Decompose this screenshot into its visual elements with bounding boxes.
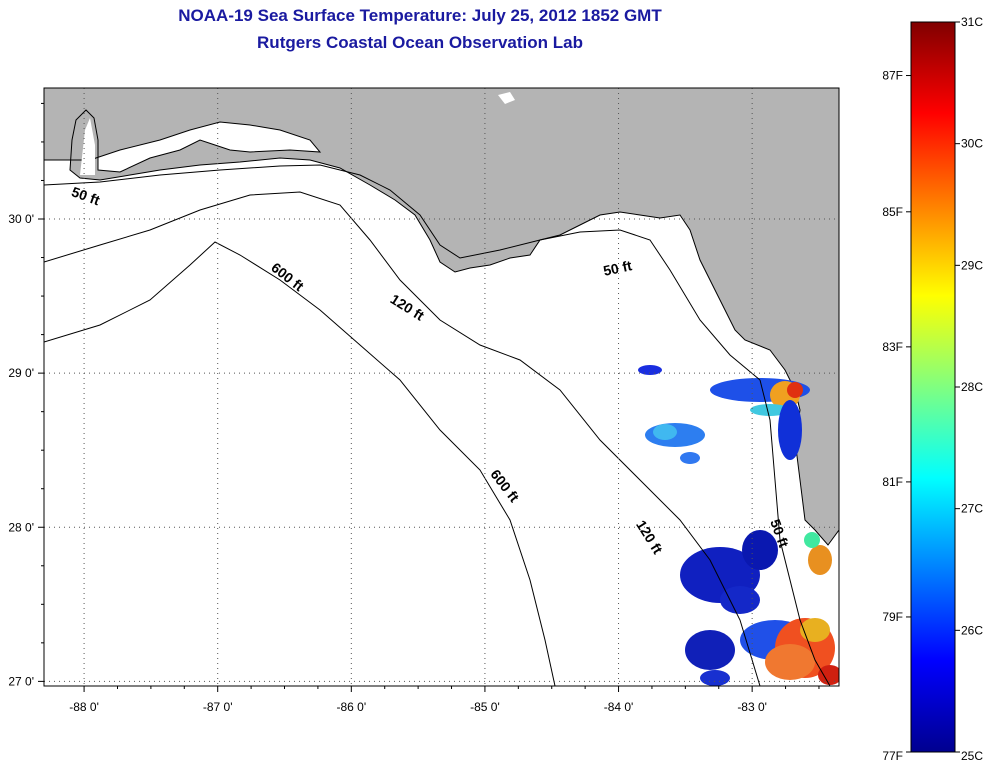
colorbar-fahrenheit-label: 85F — [882, 205, 903, 219]
contour-50ft-west — [44, 164, 761, 381]
colorbar — [910, 21, 956, 753]
contour-120ft — [44, 191, 761, 686]
colorbar-fahrenheit-label: 79F — [882, 610, 903, 624]
x-tick-label: -83 0' — [737, 700, 767, 714]
lake — [498, 92, 515, 104]
map-title: NOAA-19 Sea Surface Temperature: July 25… — [178, 6, 662, 25]
bay — [80, 118, 95, 175]
x-tick-label: -87 0' — [203, 700, 233, 714]
colorbar-celsius-label: 29C — [961, 258, 983, 272]
colorbar-celsius-label: 26C — [961, 623, 983, 637]
y-tick-label: 29 0' — [8, 366, 34, 380]
colorbar-celsius-label: 27C — [961, 502, 983, 516]
latitude-axis: 30 0' 29 0' 28 0' 27 0' — [8, 102, 44, 688]
map-subtitle: Rutgers Coastal Ocean Observation Lab — [257, 33, 583, 52]
colorbar-celsius-label: 31C — [961, 15, 983, 29]
colorbar-celsius-label: 25C — [961, 749, 983, 763]
x-tick-label: -88 0' — [69, 700, 99, 714]
land-mass — [44, 88, 839, 546]
colorbar-fahrenheit-label: 87F — [882, 69, 903, 83]
plot-frame — [43, 87, 840, 687]
colorbar-fahrenheit-label: 83F — [882, 340, 903, 354]
colorbar-celsius-label: 28C — [961, 380, 983, 394]
colorbar-fahrenheit-label: 81F — [882, 475, 903, 489]
y-tick-label: 27 0' — [8, 674, 34, 688]
contour-label: 50 ft — [602, 257, 634, 279]
colorbar-ticks: 31C 30C 29C 28C 27C 26C 25C 87F 85F 83F 81F 79F 77F — [882, 15, 983, 763]
contour-50ft-south — [759, 379, 831, 686]
y-tick-label: 30 0' — [8, 212, 34, 226]
longitude-axis: -88 0' -87 0' -86 0' -85 0' -84 0' -83 0' — [69, 686, 820, 714]
colorbar-celsius-label: 30C — [961, 137, 983, 151]
colorbar-fahrenheit-label: 77F — [882, 749, 903, 763]
x-tick-label: -84 0' — [604, 700, 634, 714]
x-tick-label: -86 0' — [336, 700, 366, 714]
sst-data — [638, 365, 839, 686]
depth-contours — [44, 164, 831, 686]
x-tick-label: -85 0' — [470, 700, 500, 714]
contour-600ft — [44, 241, 556, 686]
y-tick-label: 28 0' — [8, 520, 34, 534]
